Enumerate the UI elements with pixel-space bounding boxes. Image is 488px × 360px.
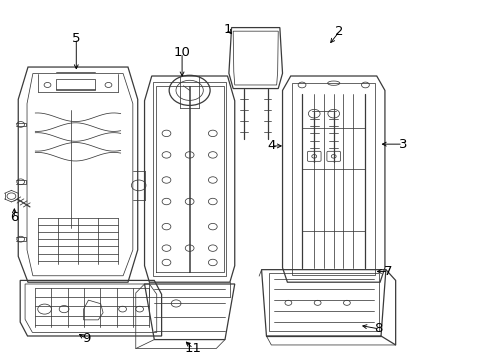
Text: 11: 11 [184,342,202,355]
Text: 10: 10 [173,46,190,59]
Text: 9: 9 [81,332,90,345]
Bar [56,78,95,90]
Text: 2: 2 [335,25,343,38]
Text: 4: 4 [266,139,275,152]
Text: 3: 3 [398,138,407,150]
Text: 5: 5 [72,32,81,45]
Text: 8: 8 [374,322,382,335]
Text: 6: 6 [10,211,19,224]
Text: 1: 1 [223,23,232,36]
Text: 7: 7 [383,265,392,278]
